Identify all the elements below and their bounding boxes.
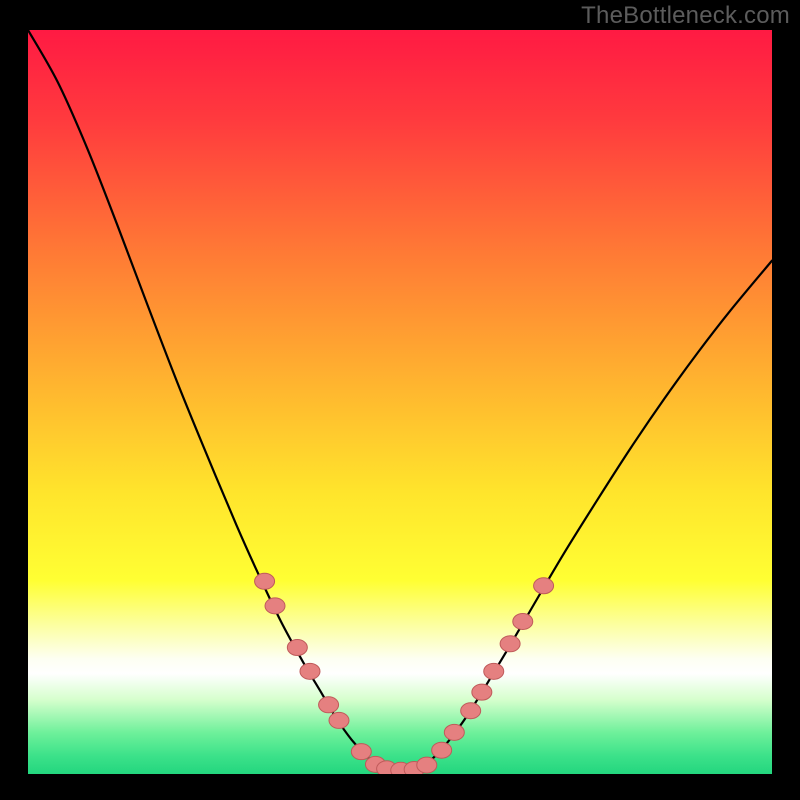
curve-marker [300,663,320,679]
chart-background [28,30,772,774]
curve-marker [265,598,285,614]
curve-marker [444,724,464,740]
curve-marker [534,578,554,594]
curve-marker [287,640,307,656]
plot-area [28,30,772,774]
curve-marker [432,742,452,758]
curve-marker [417,757,437,773]
curve-marker [319,697,339,713]
curve-marker [461,703,481,719]
curve-marker [484,663,504,679]
curve-marker [500,636,520,652]
curve-marker [255,573,275,589]
chart-svg [28,30,772,774]
watermark-text: TheBottleneck.com [581,2,790,30]
curve-marker [513,613,533,629]
curve-marker [472,684,492,700]
curve-marker [329,712,349,728]
curve-marker [351,744,371,760]
